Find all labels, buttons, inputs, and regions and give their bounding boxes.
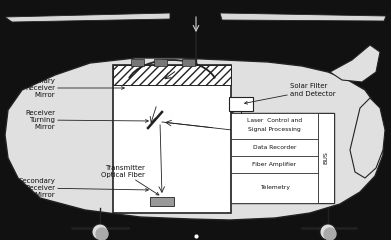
Bar	[229, 97, 253, 111]
Bar	[231, 156, 318, 173]
Bar	[231, 113, 318, 139]
Bar	[131, 59, 144, 66]
Bar	[231, 113, 334, 203]
Polygon shape	[350, 98, 385, 178]
Text: Secondary
Receiver
Mirror: Secondary Receiver Mirror	[18, 178, 148, 198]
Polygon shape	[330, 45, 380, 82]
Text: Telemetry: Telemetry	[260, 186, 289, 191]
Circle shape	[320, 224, 336, 240]
Bar	[113, 65, 231, 213]
Text: Signal Processing: Signal Processing	[248, 127, 301, 132]
Text: Data Recorder: Data Recorder	[253, 145, 296, 150]
Circle shape	[96, 228, 108, 240]
Bar	[231, 139, 318, 156]
Text: Primary
Receiver
Mirror: Primary Receiver Mirror	[25, 78, 124, 98]
Text: BUS: BUS	[323, 152, 328, 164]
Text: Fiber Amplifier: Fiber Amplifier	[253, 162, 296, 167]
Bar	[113, 65, 231, 85]
Polygon shape	[220, 13, 386, 21]
Text: Laser  Control and: Laser Control and	[247, 119, 302, 124]
Text: Transmitter
Optical Fiber: Transmitter Optical Fiber	[101, 166, 159, 195]
Circle shape	[324, 228, 336, 240]
Bar	[154, 59, 167, 66]
Bar	[231, 173, 318, 203]
Bar	[150, 197, 174, 206]
Polygon shape	[5, 13, 170, 22]
Bar	[182, 59, 195, 66]
Text: Receiver
Turning
Mirror: Receiver Turning Mirror	[25, 110, 148, 130]
Circle shape	[92, 224, 108, 240]
Text: Solar Filter
and Detector: Solar Filter and Detector	[245, 84, 335, 104]
Bar	[318, 113, 334, 203]
Polygon shape	[5, 58, 383, 220]
